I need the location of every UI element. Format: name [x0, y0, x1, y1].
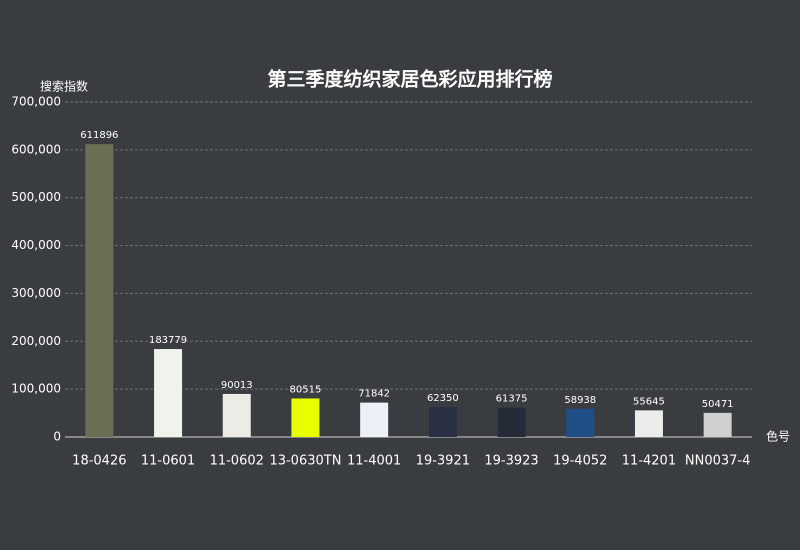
x-tick-label: 11-0601: [141, 454, 195, 469]
y-axis-label: 搜索指数: [40, 79, 88, 94]
data-label: 55645: [633, 396, 665, 407]
x-tick-label: 13-0630TN: [269, 454, 341, 469]
x-tick-label: 11-4201: [622, 454, 676, 469]
bar: [428, 407, 457, 437]
x-tick-label: 19-3921: [416, 454, 470, 469]
bar: [154, 349, 183, 437]
chart-title: 第三季度纺织家居色彩应用排行榜: [267, 68, 552, 91]
data-label: 80515: [290, 384, 322, 395]
x-tick-label: 19-4052: [553, 454, 607, 469]
x-axis-label: 色号: [766, 430, 790, 444]
bar: [222, 393, 251, 437]
data-label: 62350: [427, 393, 459, 404]
data-label: 50471: [702, 399, 734, 410]
x-tick-label: 19-3923: [484, 454, 538, 469]
y-tick-label: 600,000: [11, 142, 61, 156]
data-label: 58938: [564, 395, 596, 406]
y-tick-label: 200,000: [11, 334, 61, 348]
x-tick-label: NN0037-4: [685, 454, 751, 469]
x-tick-label: 11-4001: [347, 454, 401, 469]
bar: [566, 408, 595, 437]
y-tick-label: 700,000: [11, 95, 61, 109]
x-tick-label: 11-0602: [210, 454, 264, 469]
data-label: 611896: [80, 130, 118, 141]
bar: [85, 144, 114, 437]
y-tick-label: 500,000: [11, 190, 61, 204]
bar: [360, 402, 389, 437]
y-tick-label: 0: [53, 430, 61, 444]
y-tick-label: 300,000: [11, 286, 61, 300]
y-tick-label: 100,000: [11, 382, 61, 396]
bar: [703, 412, 732, 437]
data-label: 90013: [221, 380, 253, 391]
x-tick-label: 18-0426: [72, 454, 126, 469]
data-label: 183779: [149, 335, 187, 346]
bar: [497, 407, 526, 437]
bar: [634, 410, 663, 437]
bar: [291, 398, 320, 437]
data-label: 61375: [496, 394, 528, 405]
data-label: 71842: [358, 389, 390, 400]
y-tick-label: 400,000: [11, 238, 61, 252]
